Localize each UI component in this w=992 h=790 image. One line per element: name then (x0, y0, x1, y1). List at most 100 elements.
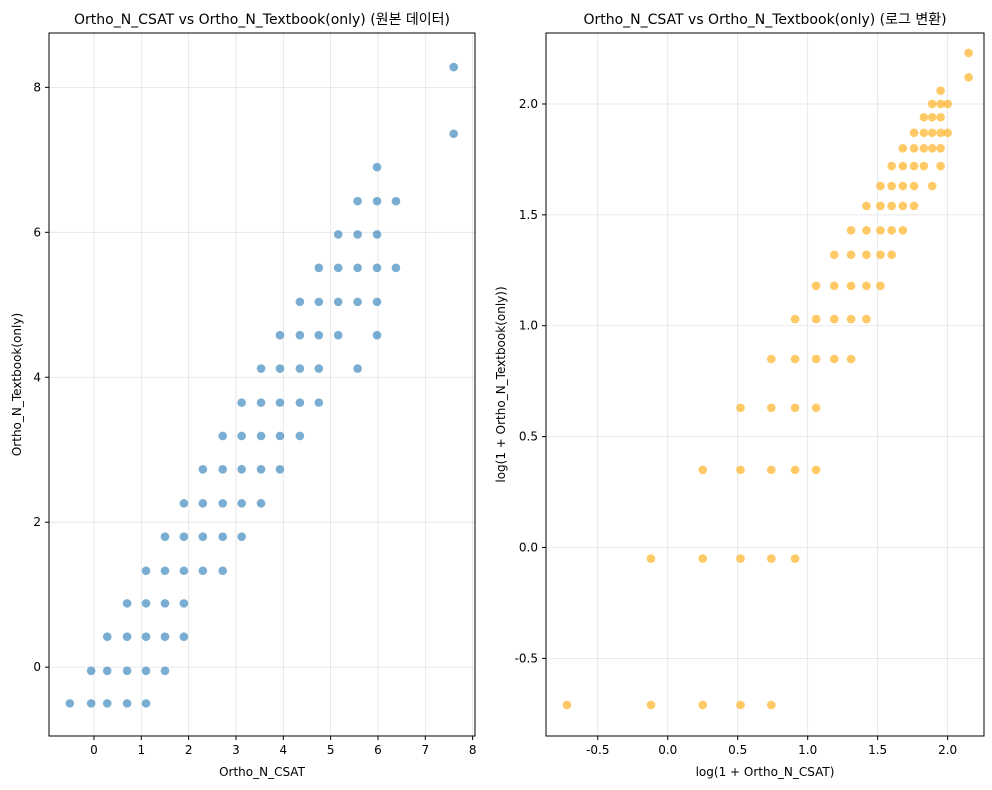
scatter-point (829, 281, 839, 291)
scatter-point (829, 354, 839, 364)
scatter-point (179, 499, 189, 508)
scatter-point (391, 263, 401, 273)
scatter-point (927, 144, 937, 153)
scatter-point (218, 532, 228, 541)
scatter-point (909, 201, 919, 211)
scatter-point (353, 364, 362, 373)
scatter-point (333, 230, 343, 239)
scatter-point (862, 250, 871, 260)
scatter-point (790, 354, 800, 364)
scatter-point (86, 666, 96, 676)
scatter-point (198, 566, 208, 576)
scatter-point (65, 699, 75, 708)
scatter-point (179, 532, 189, 541)
scatter-point (237, 431, 246, 441)
scatter-point (887, 201, 896, 211)
scatter-point (314, 398, 324, 407)
scatter-point (876, 181, 885, 191)
scatter-point (237, 499, 246, 508)
scatter-point (736, 554, 745, 563)
scatter-point (898, 226, 908, 235)
scatter-point (314, 330, 324, 340)
scatter-point (698, 465, 708, 475)
scatter-point (160, 666, 170, 676)
scatter-point (936, 112, 945, 122)
scatter-point (766, 354, 776, 364)
scatter-point (943, 99, 952, 109)
scatter-point (790, 314, 800, 324)
scatter-point (964, 48, 973, 58)
scatter-point (936, 161, 945, 171)
y-axis-label: Ortho_N_Textbook(only) (10, 313, 24, 456)
scatter-point (736, 465, 745, 475)
scatter-point (179, 566, 189, 576)
scatter-point (391, 196, 401, 206)
scatter-point (179, 599, 189, 608)
scatter-point (122, 632, 132, 642)
grid-lines (49, 33, 475, 736)
scatter-point (237, 398, 246, 407)
y-tick-label: 8 (33, 80, 41, 94)
scatter-point (698, 554, 708, 563)
scatter-point (295, 398, 305, 407)
scatter-point (275, 364, 285, 373)
scatter-point (790, 403, 800, 413)
scatter-point (314, 364, 324, 373)
scatter-point (256, 464, 266, 474)
scatter-point (122, 699, 132, 708)
x-tick-label: 6 (374, 743, 382, 757)
scatter-point (811, 314, 821, 324)
scatter-point (256, 364, 266, 373)
scatter-point (876, 250, 885, 260)
y-tick-label: 2.0 (519, 97, 538, 111)
scatter-point (766, 403, 776, 413)
scatter-point (353, 230, 362, 239)
scatter-point (102, 699, 112, 708)
scatter-point (372, 162, 382, 172)
scatter-point (698, 700, 708, 710)
scatter-point (198, 499, 208, 508)
scatter-point (314, 297, 324, 307)
scatter-point (295, 431, 305, 441)
scatter-point (919, 161, 929, 171)
scatter-point (353, 263, 362, 273)
scatter-point (943, 128, 952, 138)
x-tick-label: 2.0 (938, 743, 957, 757)
y-tick-label: 6 (33, 225, 41, 239)
x-tick-label: 8 (469, 743, 477, 757)
scatter-point (198, 464, 208, 474)
scatter-point (846, 314, 856, 324)
scatter-point (256, 398, 266, 407)
scatter-point (862, 201, 871, 211)
chart-raw-data: Ortho_N_CSAT vs Ortho_N_Textbook(only) (… (10, 12, 476, 779)
scatter-point (862, 314, 871, 324)
scatter-point (846, 281, 856, 291)
scatter-point (936, 128, 945, 138)
scatter-point (295, 330, 305, 340)
scatter-point (256, 431, 266, 441)
scatter-point (295, 297, 305, 307)
y-tick-label: 4 (33, 370, 41, 384)
y-axis-ticks: -0.5 0.0 0.5 1.0 1.5 2.0 (515, 97, 546, 665)
grid-lines (546, 33, 984, 736)
scatter-point (562, 700, 572, 710)
scatter-point (811, 465, 821, 475)
y-tick-label: 0.0 (519, 540, 538, 554)
scatter-points (562, 48, 973, 710)
scatter-points (65, 62, 459, 708)
scatter-point (919, 144, 929, 153)
y-tick-label: 0 (33, 660, 41, 674)
scatter-point (122, 666, 132, 676)
scatter-point (909, 144, 919, 153)
scatter-point (846, 354, 856, 364)
scatter-point (927, 128, 937, 138)
scatter-point (936, 144, 945, 153)
scatter-point (876, 281, 885, 291)
scatter-point (86, 699, 96, 708)
scatter-point (449, 62, 459, 72)
scatter-point (736, 403, 745, 413)
scatter-point (160, 532, 170, 541)
x-tick-label: 0.0 (658, 743, 677, 757)
scatter-point (876, 201, 885, 211)
